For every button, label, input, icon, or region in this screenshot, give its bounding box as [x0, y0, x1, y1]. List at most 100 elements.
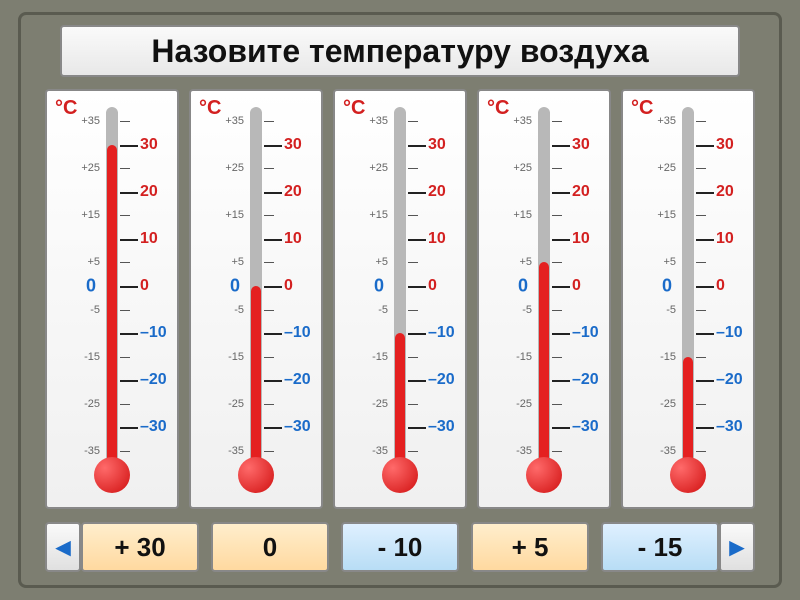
scale-label-major: 10	[284, 230, 302, 248]
scale-label-minor: +5	[87, 256, 100, 268]
zero-left-label: 0	[374, 276, 384, 297]
mercury-column	[395, 333, 405, 465]
tick-major	[696, 427, 714, 429]
bulb	[238, 457, 274, 493]
scale-area: 30201000–10–20–30+35+25+15+5-5-15-25-35	[47, 121, 177, 451]
scale-label-major: –10	[284, 324, 311, 342]
tick-major	[408, 239, 426, 241]
tick-minor	[408, 215, 418, 216]
scale-label-minor: +15	[657, 209, 676, 221]
tick-minor	[264, 451, 274, 452]
unit-label: °C	[199, 97, 221, 120]
mercury-column	[107, 145, 117, 465]
scale-label-major: 20	[428, 183, 446, 201]
thermometers-row: °C 30 20 10 0 0 –10 –20 –30 +35 +25 +15 +5 -5 -15 -25 -3…	[45, 89, 755, 509]
tick-major	[696, 333, 714, 335]
tick-major	[264, 427, 282, 429]
scale-label-major: –10	[716, 324, 743, 342]
scale-label-major: 20	[140, 183, 158, 201]
tick-minor	[264, 121, 274, 122]
tick-minor	[120, 215, 130, 216]
tick-major	[696, 380, 714, 382]
bulb	[382, 457, 418, 493]
tick-minor	[552, 215, 562, 216]
scale-label-minor: +35	[369, 115, 388, 127]
tick-major	[120, 286, 138, 288]
answer-box[interactable]: + 5	[471, 522, 589, 572]
tick-major	[264, 333, 282, 335]
tick-major	[696, 239, 714, 241]
tick-minor	[408, 121, 418, 122]
scale-label-minor: -35	[660, 445, 676, 457]
scale-label-minor: -25	[84, 398, 100, 410]
tick-minor	[552, 404, 562, 405]
scale-label-minor: +25	[369, 162, 388, 174]
tick-major	[264, 239, 282, 241]
scale-label-major: 30	[140, 136, 158, 154]
scale-label-major: –20	[716, 371, 743, 389]
answer-box[interactable]: - 10	[341, 522, 459, 572]
scale-label-minor: +35	[81, 115, 100, 127]
tick-major	[120, 192, 138, 194]
prev-button[interactable]: ◄	[45, 522, 81, 572]
answer-box[interactable]: + 30	[81, 522, 199, 572]
scale-label-major: 0	[572, 277, 581, 295]
scale-label-minor: -25	[660, 398, 676, 410]
tick-minor	[408, 404, 418, 405]
chevron-left-icon: ◄	[50, 532, 76, 563]
scale-label-minor: +35	[225, 115, 244, 127]
title-bar: Назовите температуру воздуха	[60, 25, 740, 77]
tick-minor	[408, 310, 418, 311]
scale-label-minor: -35	[372, 445, 388, 457]
scale-label-major: 30	[284, 136, 302, 154]
scale-label-major: 10	[572, 230, 590, 248]
answers-row: ◄ + 300- 10+ 5- 15 ►	[45, 519, 755, 575]
scale-label-minor: -5	[234, 304, 244, 316]
tick-minor	[408, 168, 418, 169]
tick-minor	[120, 310, 130, 311]
tick-minor	[552, 121, 562, 122]
tick-major	[264, 286, 282, 288]
scale-label-major: –10	[572, 324, 599, 342]
answer-box[interactable]: 0	[211, 522, 329, 572]
scale-label-major: 0	[140, 277, 149, 295]
thermometer: °C30201000–10–20–30+35+25+15+5-5-15-25-3…	[189, 89, 323, 509]
answer-box[interactable]: - 15	[601, 522, 719, 572]
next-button[interactable]: ►	[719, 522, 755, 572]
tick-minor	[120, 451, 130, 452]
tick-minor	[696, 451, 706, 452]
scale-label-major: –20	[284, 371, 311, 389]
scale-label-minor: +15	[81, 209, 100, 221]
thermometer: °C30201000–10–20–30+35+25+15+5-5-15-25-3…	[45, 89, 179, 509]
scale-label-major: 0	[428, 277, 437, 295]
scale-label-minor: +5	[231, 256, 244, 268]
mercury-column	[251, 286, 261, 465]
tick-minor	[264, 215, 274, 216]
scale-label-minor: -15	[516, 351, 532, 363]
unit-label: °C	[487, 97, 509, 120]
scale-label-minor: +15	[369, 209, 388, 221]
scale-label-major: –20	[572, 371, 599, 389]
tick-minor	[408, 451, 418, 452]
tick-minor	[120, 262, 130, 263]
tick-major	[696, 192, 714, 194]
tick-major	[696, 286, 714, 288]
scale-label-minor: +15	[225, 209, 244, 221]
scale-label-major: –30	[716, 418, 743, 436]
tick-minor	[696, 310, 706, 311]
scale-label-minor: -25	[516, 398, 532, 410]
tick-major	[552, 192, 570, 194]
scale-label-major: 10	[140, 230, 158, 248]
scale-label-minor: +15	[513, 209, 532, 221]
scale-label-major: 0	[716, 277, 725, 295]
scale-label-minor: +5	[375, 256, 388, 268]
tick-minor	[408, 357, 418, 358]
scale-label-minor: -15	[84, 351, 100, 363]
title-text: Назовите температуру воздуха	[151, 33, 648, 70]
tick-major	[408, 333, 426, 335]
tick-major	[552, 145, 570, 147]
scale-area: 30201000–10–20–30+35+25+15+5-5-15-25-35	[335, 121, 465, 451]
tick-major	[552, 333, 570, 335]
tick-minor	[696, 404, 706, 405]
scale-label-minor: +25	[513, 162, 532, 174]
